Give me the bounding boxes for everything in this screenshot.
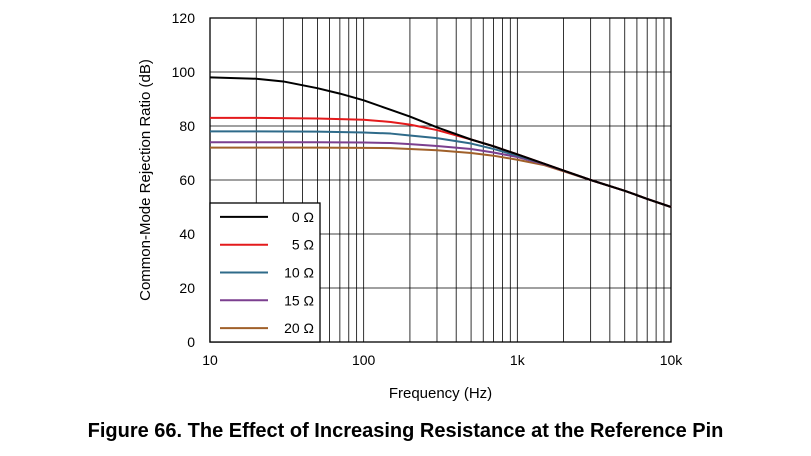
series-line-0 (209, 76, 672, 208)
y-tick-label: 60 (179, 172, 195, 188)
x-tick-labels: 10 100 1k 10k (202, 352, 683, 368)
legend-label: 10 Ω (284, 265, 314, 281)
y-tick-label: 100 (172, 64, 196, 80)
x-tick-label: 10k (660, 352, 684, 368)
y-tick-label: 0 (187, 334, 195, 350)
legend: 0 Ω 5 Ω 10 Ω 15 Ω 20 Ω (209, 202, 321, 343)
y-tick-label: 40 (179, 226, 195, 242)
x-axis-label: Frequency (Hz) (389, 385, 492, 402)
x-tick-label: 1k (510, 352, 526, 368)
series-layer (209, 76, 672, 208)
legend-label: 15 Ω (284, 292, 314, 308)
x-tick-label: 10 (202, 352, 218, 368)
legend-label: 5 Ω (292, 237, 314, 253)
y-axis-label: Common-Mode Rejection Ratio (dB) (137, 59, 154, 301)
y-tick-label: 20 (179, 280, 195, 296)
y-tick-labels: 0 20 40 60 80 100 120 (172, 10, 196, 350)
legend-label: 0 Ω (292, 209, 314, 225)
figure-caption: Figure 66. The Effect of Increasing Resi… (87, 420, 724, 442)
y-tick-label: 80 (179, 118, 195, 134)
series-line-3 (210, 141, 672, 208)
y-tick-label: 120 (172, 10, 196, 26)
series-line-4 (210, 146, 672, 208)
plot-frame (209, 17, 672, 343)
x-tick-label: 100 (352, 352, 376, 368)
legend-label: 20 Ω (284, 320, 314, 336)
grid (210, 18, 671, 342)
